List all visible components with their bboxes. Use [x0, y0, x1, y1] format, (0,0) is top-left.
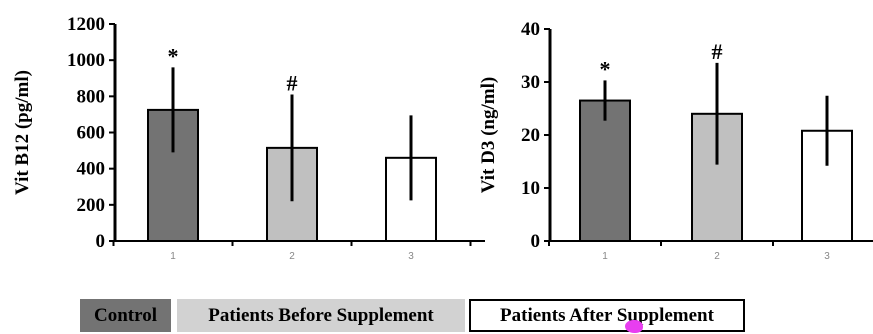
y-tick-label: 0: [531, 231, 541, 252]
y-tick-label: 30: [521, 72, 540, 93]
y-tick-label: 800: [77, 86, 106, 107]
significance-marker-1: *: [600, 56, 611, 81]
x-tick-label: 1: [602, 251, 608, 262]
significance-marker-2: #: [287, 71, 298, 96]
x-tick-label: 2: [714, 251, 720, 262]
x-tick-label: 2: [289, 251, 295, 262]
y-tick-label: 200: [77, 195, 106, 216]
cursor-blob: [625, 320, 643, 333]
y-tick-label: 1000: [67, 50, 105, 71]
chart-1: Vit B12 (pg/ml) * 1 #2 3 0 200 400 600 800 1000 120…: [12, 14, 485, 262]
y-tick-label: 600: [77, 123, 106, 144]
y-axis-label: Vit B12 (pg/ml): [12, 70, 33, 195]
y-axis-label: Vit D3 (ng/ml): [478, 77, 499, 193]
legend-after-supplement: Patients After Supplement: [469, 299, 745, 332]
y-tick-label: 400: [77, 159, 106, 180]
y-tick-label: 0: [96, 231, 106, 252]
y-tick-label: 1200: [67, 14, 105, 35]
x-tick-label: 3: [824, 251, 830, 262]
legend-control: Control: [80, 299, 171, 332]
x-tick-label: 1: [170, 251, 176, 262]
y-tick-label: 20: [521, 125, 540, 146]
x-tick-label: 3: [408, 251, 414, 262]
significance-marker-2: #: [712, 39, 723, 64]
bar-1: [579, 99, 631, 242]
y-tick-label: 10: [521, 178, 540, 199]
significance-marker-1: *: [168, 43, 179, 68]
legend-before-supplement: Patients Before Supplement: [177, 299, 465, 332]
y-tick-label: 40: [521, 19, 540, 40]
